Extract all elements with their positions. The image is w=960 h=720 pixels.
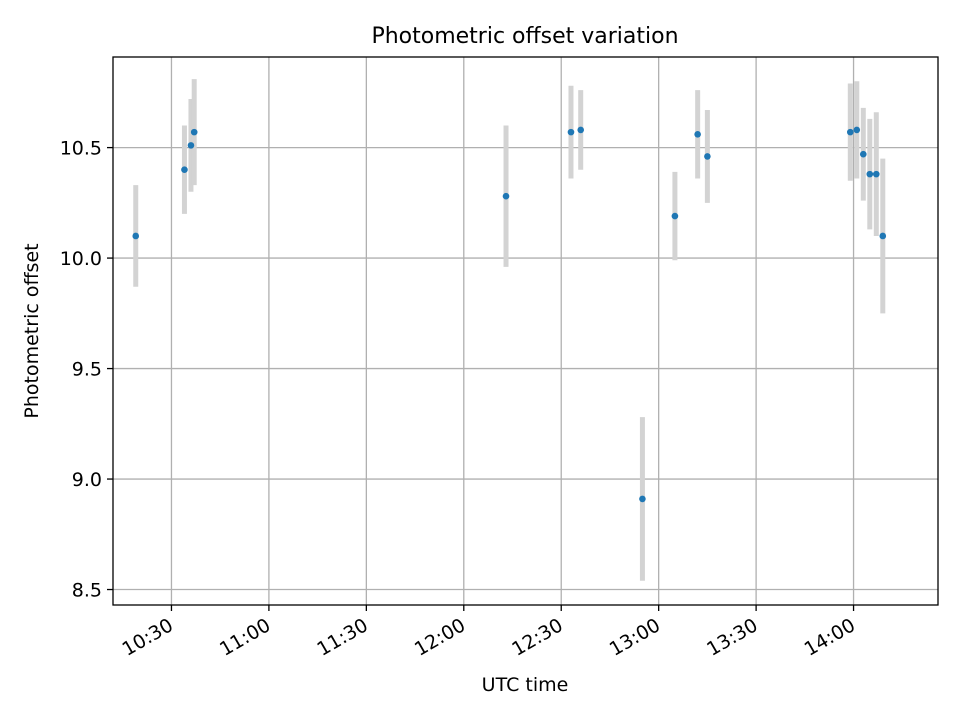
y-tick-label: 9.5 [72,359,102,381]
y-tick-label: 10.0 [60,248,102,270]
data-point [866,170,874,178]
y-axis-ticks: 8.5 9.0 9.5 10.0 10.5 [60,138,113,602]
y-tick-label: 10.5 [60,138,102,160]
y-axis-label: Photometric offset [21,243,43,418]
grid-lines [113,57,938,605]
data-point [671,212,679,220]
data-point [190,128,198,136]
data-point [502,192,510,200]
data-point [577,126,585,134]
data-point [187,142,195,149]
x-axis-label: UTC time [482,674,569,696]
data-point [847,128,854,136]
data-point [859,150,867,158]
data-point [567,128,575,136]
data-point [879,232,887,240]
data-point [704,153,711,160]
data-point [132,232,140,240]
data-point [853,126,861,134]
chart-title: Photometric offset variation [371,24,678,49]
data-point [694,131,701,138]
y-tick-label: 8.5 [72,580,102,602]
plot-frame [112,56,939,606]
data-points [132,126,887,503]
data-point [872,170,880,178]
y-tick-label: 9.0 [72,469,102,491]
data-point [181,166,188,173]
data-point [639,495,646,503]
